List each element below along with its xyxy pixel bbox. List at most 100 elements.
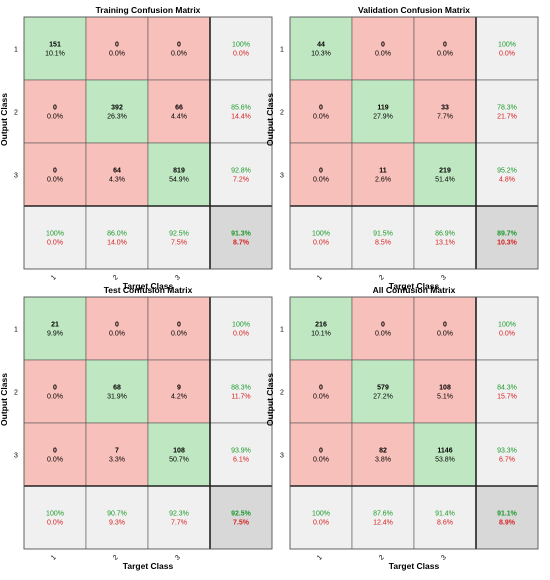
- col-recall-correct: 90.7%: [107, 511, 127, 518]
- col-recall-correct: 92.3%: [169, 511, 189, 518]
- cell-count: 151: [49, 42, 61, 49]
- col-recall-wrong: 0.0%: [313, 240, 329, 247]
- matrix-cell: [351, 79, 415, 144]
- cell-count: 0: [115, 322, 119, 329]
- cell-count: 1146: [437, 448, 452, 455]
- summary-cell: [85, 205, 149, 270]
- matrix-cell: [289, 359, 353, 424]
- row-precision-wrong: 14.4%: [231, 114, 251, 121]
- matrix-cell: [147, 16, 211, 81]
- row-precision-wrong: 11.7%: [231, 394, 250, 401]
- col-recall-wrong: 13.1%: [435, 240, 455, 247]
- summary-cell: [475, 79, 539, 144]
- x-tick-label: 1: [316, 554, 324, 562]
- cell-count: 0: [53, 105, 57, 112]
- cell-count: 0: [53, 168, 57, 175]
- col-recall-wrong: 12.4%: [373, 520, 393, 527]
- col-recall-wrong: 0.0%: [313, 520, 329, 527]
- cell-count: 7: [115, 448, 119, 455]
- row-precision-correct: 100%: [498, 42, 516, 49]
- cell-percent: 4.2%: [171, 394, 187, 401]
- cell-count: 0: [443, 322, 447, 329]
- cell-percent: 26.3%: [107, 114, 127, 121]
- row-precision-wrong: 0.0%: [233, 331, 249, 338]
- cell-percent: 0.0%: [313, 177, 329, 184]
- cell-percent: 0.0%: [109, 51, 125, 58]
- cell-count: 0: [319, 168, 323, 175]
- y-tick-label: 2: [280, 110, 284, 117]
- cell-percent: 0.0%: [437, 51, 453, 58]
- x-axis-label: Target Class: [389, 281, 440, 291]
- matrix-cell: [351, 359, 415, 424]
- cell-percent: 3.3%: [109, 457, 125, 464]
- cell-percent: 50.7%: [169, 457, 189, 464]
- y-axis-label: Output Class: [0, 93, 9, 146]
- overall-accuracy-cell: [209, 205, 273, 270]
- matrix-cell: [85, 16, 149, 81]
- cell-percent: 0.0%: [47, 114, 63, 121]
- col-recall-wrong: 7.5%: [171, 240, 187, 247]
- summary-cell: [351, 205, 415, 270]
- row-precision-correct: 84.3%: [497, 385, 517, 392]
- summary-cell: [209, 16, 273, 81]
- summary-cell: [209, 296, 273, 361]
- overall-error: 7.5%: [233, 520, 250, 527]
- col-recall-wrong: 8.5%: [375, 240, 391, 247]
- cell-count: 108: [439, 385, 451, 392]
- row-precision-correct: 100%: [498, 322, 516, 329]
- matrix-cell: [413, 142, 477, 207]
- y-tick-label: 3: [280, 453, 284, 460]
- cell-count: 66: [175, 105, 183, 112]
- cell-count: 0: [115, 42, 119, 49]
- cell-count: 44: [317, 42, 325, 49]
- y-tick-label: 1: [280, 47, 284, 54]
- matrix-cell: [147, 142, 211, 207]
- cell-percent: 53.8%: [435, 457, 455, 464]
- cell-percent: 27.2%: [373, 394, 393, 401]
- matrix-cell: [413, 359, 477, 424]
- cell-count: 0: [319, 385, 323, 392]
- matrix-border: [23, 296, 273, 550]
- chart-title: Test Confusion Matrix: [104, 285, 193, 295]
- cell-percent: 10.3%: [311, 51, 331, 58]
- cell-percent: 51.4%: [435, 177, 455, 184]
- cell-percent: 31.9%: [107, 394, 127, 401]
- matrix-cell: [289, 16, 353, 81]
- summary-cell: [475, 16, 539, 81]
- cell-count: 216: [315, 322, 327, 329]
- matrix-cell: [351, 422, 415, 487]
- col-recall-wrong: 14.0%: [107, 240, 127, 247]
- cell-count: 0: [177, 322, 181, 329]
- cell-percent: 27.9%: [373, 114, 393, 121]
- col-recall-correct: 92.5%: [169, 231, 189, 238]
- summary-cell: [475, 359, 539, 424]
- col-recall-wrong: 7.7%: [171, 520, 187, 527]
- matrix-cell: [85, 296, 149, 361]
- cell-percent: 3.8%: [375, 457, 391, 464]
- summary-cell: [413, 485, 477, 550]
- cell-percent: 0.0%: [171, 51, 187, 58]
- cell-percent: 54.9%: [169, 177, 189, 184]
- confusion-matrix-panel: Training Confusion Matrix 151 10.1% 0 0.0% 0 0…: [0, 5, 273, 291]
- cell-percent: 0.0%: [313, 457, 329, 464]
- matrix-cell: [23, 79, 87, 144]
- matrix-cell: [23, 422, 87, 487]
- matrix-cell: [351, 142, 415, 207]
- matrix-cell: [289, 142, 353, 207]
- row-precision-correct: 100%: [232, 42, 250, 49]
- matrix-cell: [23, 142, 87, 207]
- cell-count: 0: [381, 42, 385, 49]
- overall-accuracy-cell: [475, 485, 539, 550]
- col-recall-correct: 100%: [312, 511, 330, 518]
- x-tick-label: 1: [50, 554, 58, 562]
- row-precision-wrong: 0.0%: [499, 331, 515, 338]
- matrix-cell: [289, 296, 353, 361]
- cell-count: 0: [319, 105, 323, 112]
- summary-cell: [475, 296, 539, 361]
- overall-accuracy: 89.7%: [497, 231, 518, 238]
- y-tick-label: 2: [14, 390, 18, 397]
- cell-percent: 10.1%: [311, 331, 331, 338]
- y-tick-label: 1: [14, 47, 18, 54]
- cell-count: 11: [379, 168, 387, 175]
